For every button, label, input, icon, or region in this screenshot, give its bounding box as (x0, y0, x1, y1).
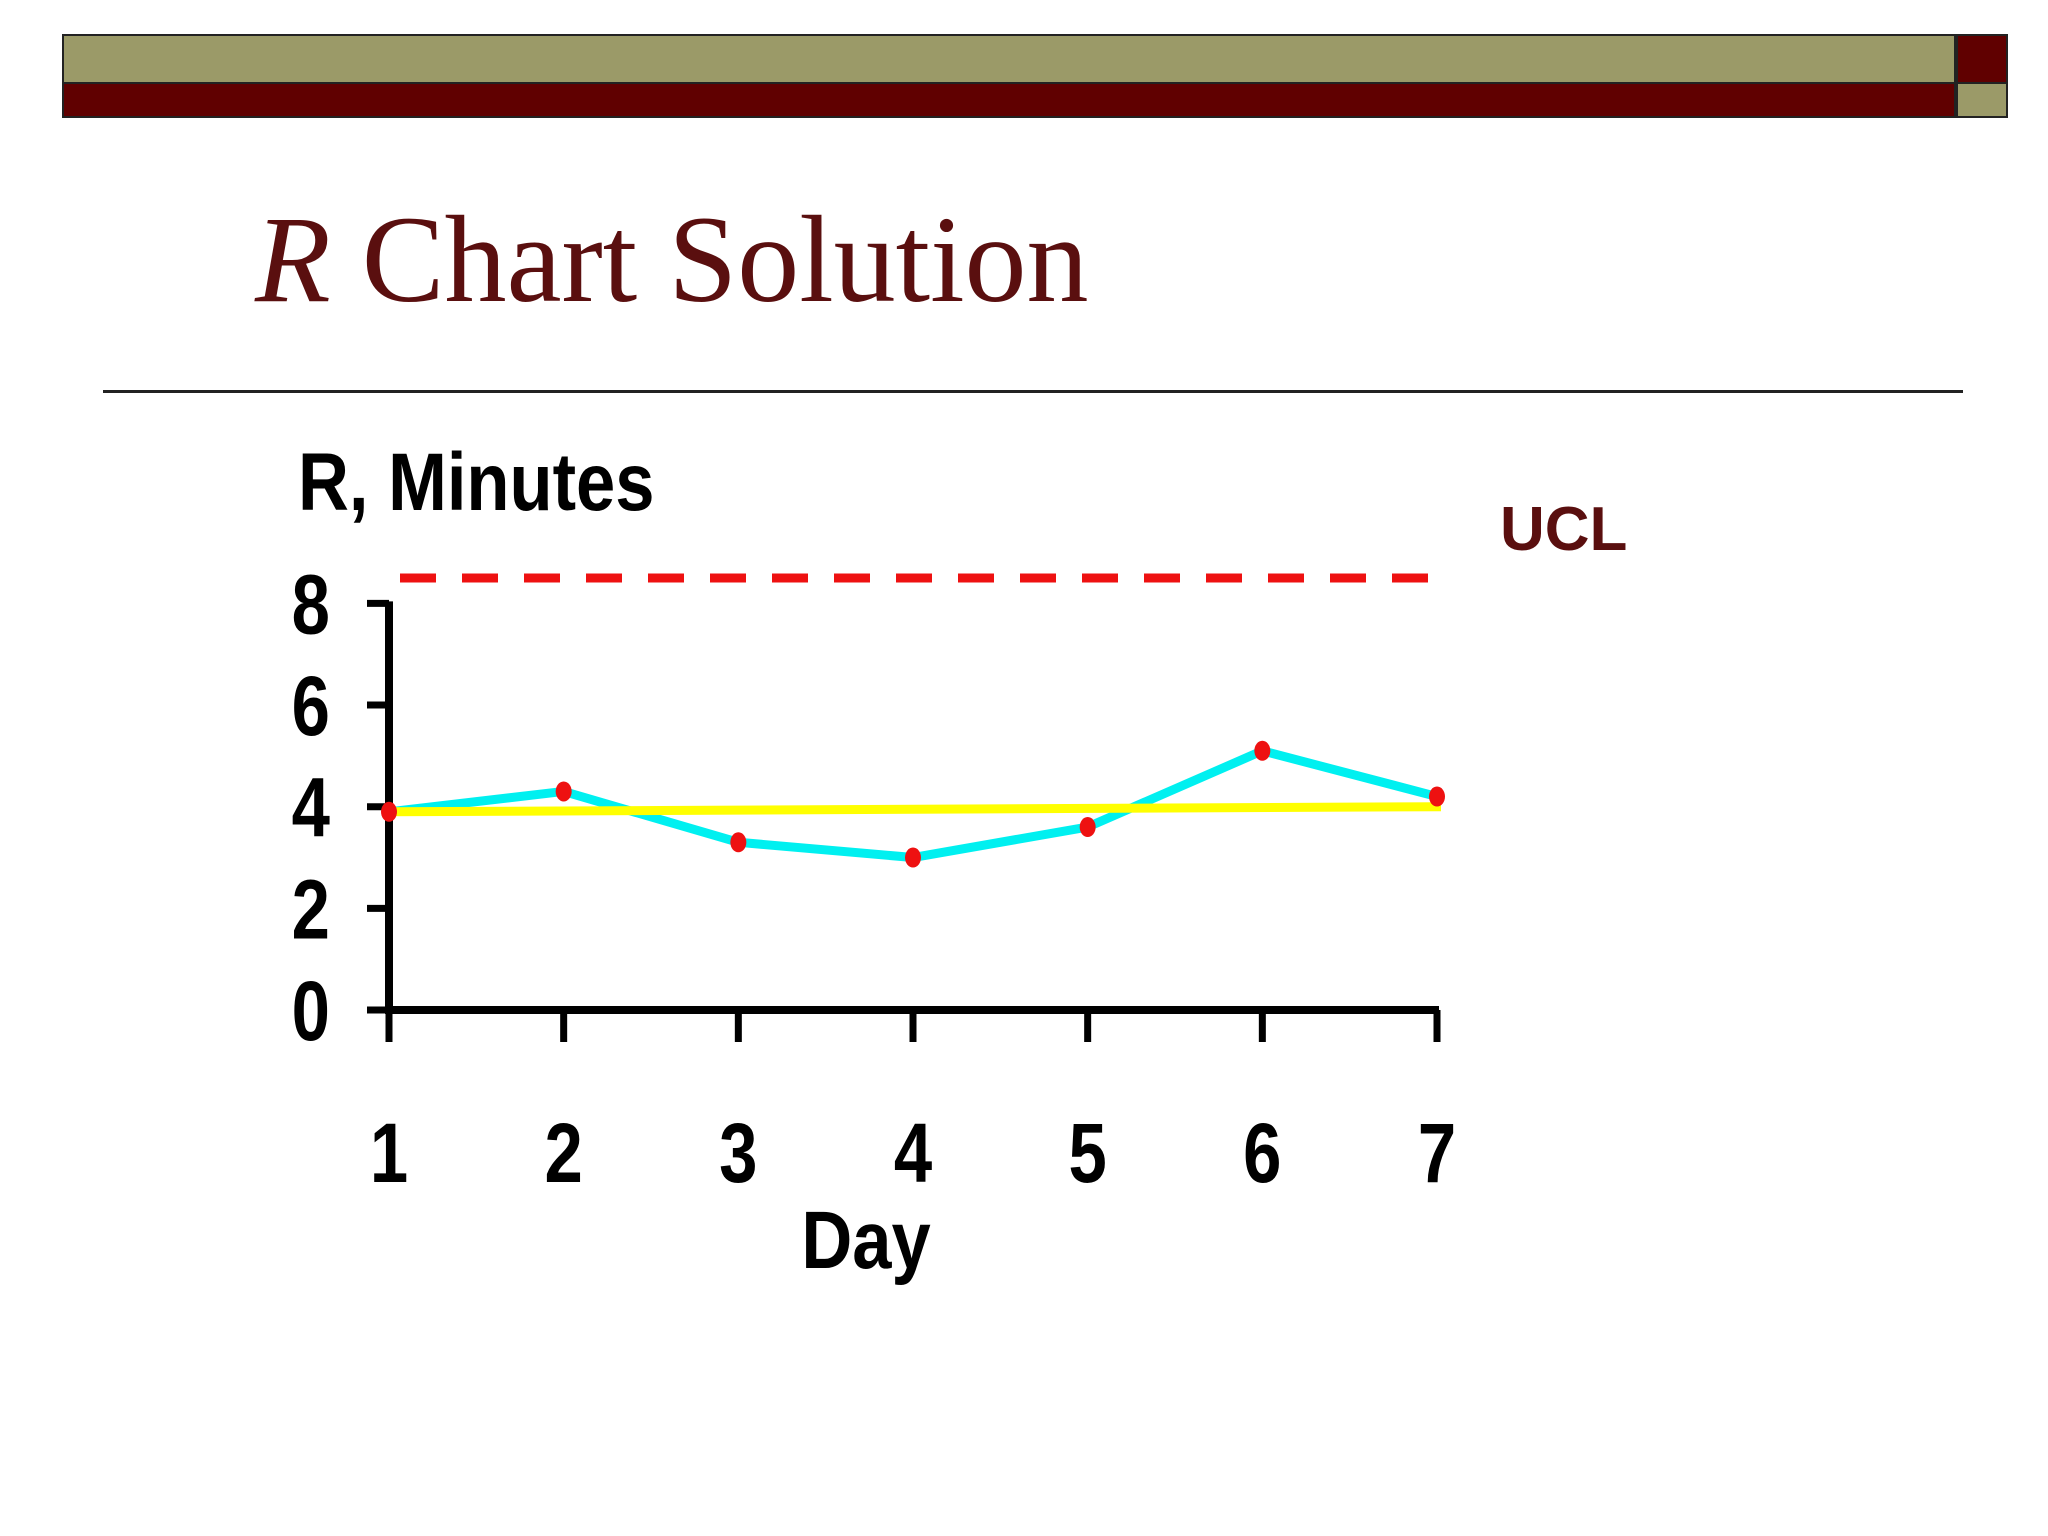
data-point (905, 847, 921, 868)
x-axis-title: Day (801, 1195, 931, 1286)
x-tick-label: 1 (370, 1107, 408, 1201)
data-point (1254, 740, 1271, 761)
x-tick-label: 3 (719, 1107, 757, 1201)
header-bar-olive (62, 34, 1956, 84)
data-point (1079, 817, 1096, 838)
y-tick-label: 4 (292, 761, 331, 855)
data-point (381, 801, 397, 822)
title-divider (103, 390, 1963, 393)
ucl-label: UCL (1500, 495, 1627, 564)
x-tick-label: 4 (894, 1107, 933, 1201)
data-point (555, 781, 572, 802)
x-tick-label: 2 (545, 1107, 583, 1201)
y-tick-label: 6 (292, 660, 330, 754)
x-tick-label: 7 (1418, 1107, 1456, 1201)
x-tick-label: 6 (1243, 1107, 1281, 1201)
y-tick-label: 8 (292, 558, 330, 652)
center-line (388, 802, 1442, 817)
slide-title: R Chart Solution (255, 190, 1089, 330)
markers-group (381, 740, 1445, 868)
header-corner-maroon (1956, 34, 2008, 84)
center-line-group (388, 802, 1442, 817)
y-axis-title: R, Minutes (298, 437, 655, 528)
header-bar-maroon (62, 84, 1956, 118)
slide-title-rest: Chart Solution (330, 191, 1089, 328)
data-point (730, 832, 747, 853)
y-tick-label: 2 (292, 863, 330, 957)
y-tick-label: 0 (292, 965, 330, 1059)
header-corner-olive (1956, 84, 2008, 118)
x-tick-label: 5 (1069, 1107, 1107, 1201)
slide-title-italic: R (255, 191, 331, 328)
data-point (1429, 786, 1445, 807)
